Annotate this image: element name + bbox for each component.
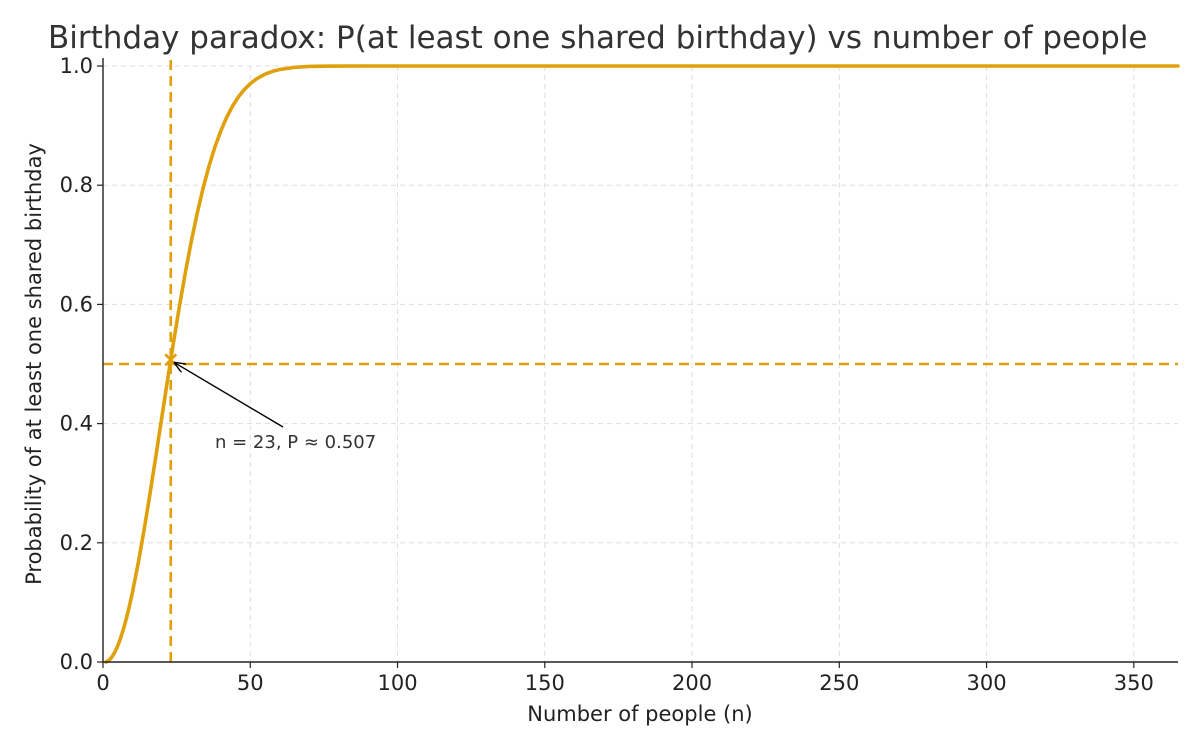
x-tick-label: 150 [525, 671, 565, 695]
x-tick-label: 100 [377, 671, 417, 695]
reference-lines [103, 60, 1178, 662]
annotation-arrow [175, 363, 284, 428]
x-axis-label: Number of people (n) [527, 702, 753, 726]
x-ticks: 0 50 100 150 200 250 300 350 [96, 662, 1154, 695]
y-tick-label: 0.0 [60, 650, 93, 674]
y-axis-label: Probability of at least one shared birth… [22, 143, 46, 585]
annotation: n = 23, P ≈ 0.507 [175, 363, 376, 453]
annotation-text: n = 23, P ≈ 0.507 [215, 432, 376, 453]
x-tick-label: 250 [819, 671, 859, 695]
y-tick-label: 0.4 [60, 412, 93, 436]
y-tick-label: 0.6 [60, 292, 93, 316]
x-tick-label: 50 [237, 671, 264, 695]
chart-title: Birthday paradox: P(at least one shared … [48, 20, 1148, 56]
y-tick-label: 0.8 [60, 173, 93, 197]
x-tick-label: 200 [672, 671, 712, 695]
x-tick-label: 0 [96, 671, 109, 695]
y-tick-label: 0.2 [60, 531, 93, 555]
y-ticks: 0.0 0.2 0.4 0.6 0.8 1.0 [60, 54, 103, 674]
axes [102, 58, 1178, 663]
series-line [104, 64, 1180, 664]
x-tick-label: 350 [1114, 671, 1154, 695]
y-tick-label: 1.0 [60, 54, 93, 78]
x-tick-label: 300 [967, 671, 1007, 695]
